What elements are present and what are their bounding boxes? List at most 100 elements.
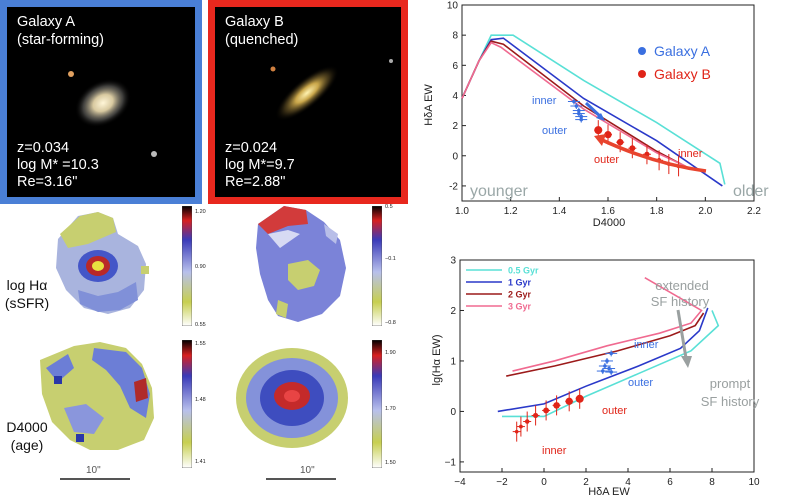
chart2-xtick-label: −4: [454, 477, 466, 488]
chart2-legend-label: 0.5 Gyr: [508, 266, 539, 276]
galaxy-b-image: Galaxy B (quenched) z=0.024 log M*=9.7 R…: [208, 0, 408, 204]
chart2-point-a: [607, 366, 611, 371]
galaxy-b-properties: z=0.024 log M*=9.7 Re=2.88": [225, 140, 295, 190]
chart1-point-a: [572, 99, 576, 104]
chart1-point-b: [594, 126, 603, 135]
chart2-track-3gyr: [512, 276, 703, 372]
chart2-point-a: [609, 370, 613, 374]
chart2-annotation-extended-sf: SF history: [651, 294, 710, 309]
chart2-xtick-label: 6: [667, 477, 673, 488]
chart1-ylabel: HδA EW: [424, 84, 435, 126]
chart1-annotation-inner-b: inner: [678, 148, 703, 160]
chart2-point-b: [575, 394, 584, 403]
chart2-annotation-extended: extended: [655, 278, 709, 293]
chart1-point-b: [604, 131, 612, 139]
chart1-ytick-label: 6: [452, 61, 458, 72]
chart2-track-1gyr: [497, 307, 709, 413]
colorbar-b-halpha: [372, 206, 382, 326]
chart1-legend-a: Galaxy A: [654, 43, 711, 59]
chart2-point-a: [609, 351, 613, 356]
galaxy-a-properties: z=0.034 log M* =10.3 Re=3.16": [17, 140, 99, 190]
chart1-ytick-label: 2: [452, 121, 458, 132]
chart2-point-b: [543, 407, 550, 414]
chart2-point-b: [565, 397, 573, 405]
colorbar-b-halpha-tick-mid: −0.1: [385, 256, 396, 262]
chart1-annotation-outer-b: outer: [594, 154, 619, 166]
colorbar-b-d4000: [372, 340, 382, 468]
chart1-point-a: [577, 111, 581, 116]
galaxy-a-image: Galaxy A (star-forming) z=0.034 log M* =…: [0, 0, 202, 204]
chart2-annotation-outer-a: outer: [628, 377, 653, 389]
chart1-point-a: [574, 104, 579, 108]
chart2-point-a: [605, 359, 609, 363]
chart2-point-b: [514, 429, 519, 434]
chart1-xtick-label: 1.2: [504, 206, 518, 217]
chart1-point-a: [577, 108, 581, 113]
chart2-ylabel: lg(Hα EW): [431, 335, 443, 386]
chart1-xlabel: D4000: [593, 217, 625, 228]
colorbar-b-halpha-tick-top: 0.5: [385, 204, 393, 210]
row-label-halpha: log Hα (sSFR): [4, 277, 50, 311]
colorbar-b-d4000-tick-mid: 1.70: [385, 406, 396, 412]
colorbar-a-halpha: [182, 206, 192, 326]
chart2-frame: [459, 259, 755, 473]
chart1-annotation-younger: younger: [470, 183, 528, 200]
galaxy-a-picture: [68, 71, 157, 157]
chart2-legend-label: 3 Gyr: [508, 302, 532, 312]
galaxy-b-title: Galaxy B (quenched): [225, 14, 299, 48]
chart2-arrowhead-sf-history: [681, 356, 692, 368]
chart2-xtick-label: −2: [496, 477, 508, 488]
chart1-arrow-galaxy-b: [601, 138, 707, 173]
colorbar-a-halpha-tick-mid: 0.90: [195, 264, 206, 270]
chart1-point-a: [579, 114, 584, 119]
row-label-d4000: D4000 (age): [6, 419, 48, 453]
chart1-annotation-older: older: [733, 183, 769, 200]
map-b-halpha: [256, 206, 346, 322]
chart2-annotation-outer-b: outer: [602, 405, 627, 417]
chart2-ytick-label: 0: [450, 407, 456, 418]
chart1-track-2gyr: [461, 40, 689, 169]
chart1-legend-marker-a: [638, 47, 646, 55]
chart2-xtick-label: 10: [748, 477, 760, 488]
chart2-ytick-label: 2: [450, 306, 456, 317]
chart1-xtick-label: 1.8: [650, 206, 664, 217]
chart1-ytick-label: -2: [449, 181, 458, 192]
chart1-xtick-label: 2.0: [698, 206, 712, 217]
colorbar-a-d4000: [182, 340, 192, 468]
chart2-track-0.5gyr: [502, 310, 720, 418]
chart2-point-a: [603, 364, 607, 368]
chart2-ytick-label: −1: [445, 457, 457, 468]
chart1-xtick-label: 1.0: [455, 206, 469, 217]
chart2-xtick-label: 4: [625, 477, 631, 488]
chart2-annotation-prompt: prompt: [710, 376, 751, 391]
chart1-legend-marker-b: [638, 70, 646, 78]
chart2-annotation-inner-a: inner: [634, 339, 659, 351]
chart2-point-a: [601, 369, 605, 373]
chart1-arrowhead-galaxy-a: [596, 113, 605, 121]
chart2-ytick-label: 1: [450, 356, 456, 367]
chart2-point-b: [519, 424, 523, 429]
chart1-xtick-label: 1.6: [601, 206, 615, 217]
colorbar-b-d4000-tick-top: 1.90: [385, 350, 396, 356]
chart-hdelta-vs-halpha: −4 −2 0 2 4 6 8 10 −1 0 1 2 3 0.5 Gyr 1 Gyr 2 Gyr 3 Gyr…: [431, 256, 760, 498]
chart2-annotation-prompt-sf: SF history: [701, 394, 760, 409]
chart1-track-3gyr: [461, 41, 687, 168]
colorbar-a-d4000-tick-top: 1.55: [195, 341, 206, 347]
map-a-d4000: [40, 342, 154, 450]
chart2-legend-label: 2 Gyr: [508, 290, 532, 300]
galaxy-b-picture: [270, 59, 393, 121]
chart1-ytick-label: 10: [447, 1, 459, 12]
colorbar-a-halpha-tick-top: 1.20: [195, 209, 206, 215]
map-a-halpha: [56, 212, 149, 314]
scale-label-b: 10": [300, 465, 315, 476]
chart1-point-b: [616, 138, 624, 146]
chart2-point-b: [533, 412, 539, 419]
map-b-d4000: [236, 348, 348, 448]
scale-bar-a: [60, 478, 130, 480]
chart2-xtick-label: 0: [541, 477, 547, 488]
chart2-point-b: [553, 402, 560, 409]
chart1-point-a: [579, 117, 584, 122]
chart2-arrow-sf-history: [676, 309, 688, 359]
chart2-annotation-inner-b: inner: [542, 445, 567, 457]
